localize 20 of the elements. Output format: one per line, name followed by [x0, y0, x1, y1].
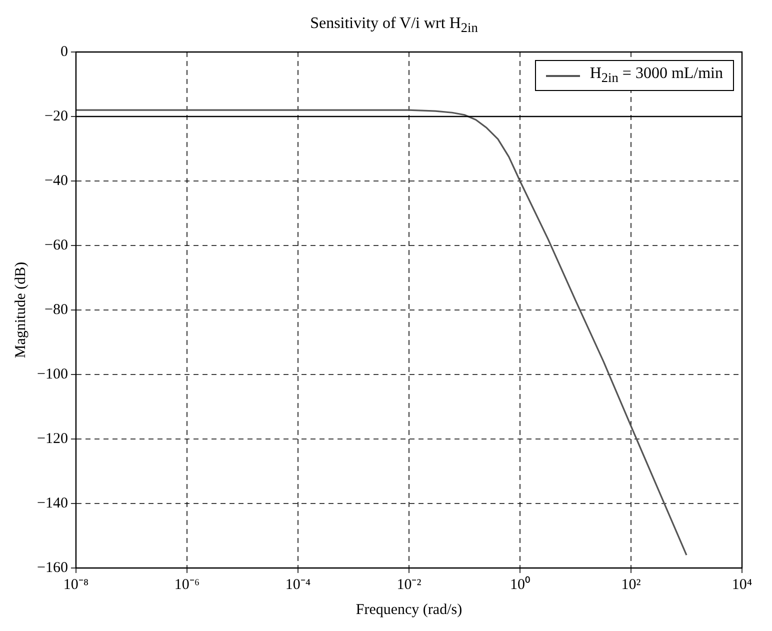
- y-tick-label: −20: [44, 108, 68, 124]
- x-axis-title: Frequency (rad/s): [356, 602, 462, 618]
- x-tick-label: 10⁻⁶: [174, 576, 200, 593]
- y-tick-label: −40: [44, 172, 68, 189]
- x-tick-label: 10²: [621, 576, 642, 593]
- x-tick-label: 10⁴: [732, 576, 752, 593]
- legend-label: H$_{2in}$ = 3000 mL/min: [590, 65, 723, 86]
- y-tick-label: −60: [44, 237, 68, 254]
- x-tick-label: 10⁻²: [396, 576, 422, 593]
- chart-title: Sensitivity of V/i wrt H$_{2in}$: [309, 14, 479, 38]
- y-tick-label: −120: [36, 430, 68, 447]
- y-axis-title: Magnitude (dB): [12, 262, 29, 358]
- y-tick-label: −140: [36, 495, 68, 512]
- x-tick-label: 10⁰: [510, 576, 530, 593]
- x-tick-label: 10⁻⁸: [63, 576, 89, 593]
- y-tick-label: −100: [36, 366, 68, 382]
- y-tick-label: −160: [36, 560, 68, 576]
- x-tick-label: 10⁻⁴: [285, 576, 311, 593]
- y-tick-label: 0: [60, 44, 68, 60]
- y-tick-label: −80: [44, 302, 68, 318]
